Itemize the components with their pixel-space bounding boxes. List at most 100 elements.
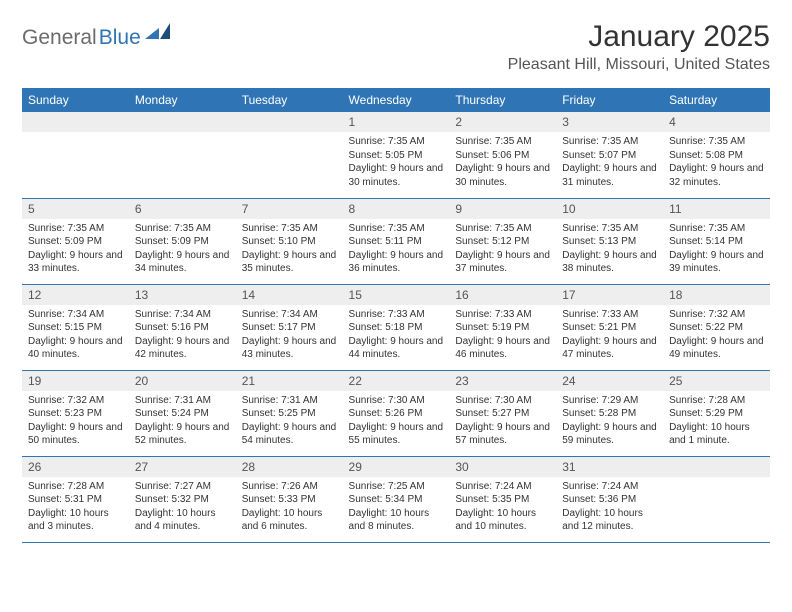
day-details: Sunrise: 7:25 AMSunset: 5:34 PMDaylight:… — [343, 477, 450, 538]
sunrise-line: Sunrise: 7:24 AM — [562, 480, 657, 494]
sunset-line: Sunset: 5:18 PM — [349, 321, 444, 335]
sunset-line: Sunset: 5:12 PM — [455, 235, 550, 249]
day-cell: 21Sunrise: 7:31 AMSunset: 5:25 PMDayligh… — [236, 370, 343, 456]
day-number: 15 — [343, 285, 450, 305]
day-number: 20 — [129, 371, 236, 391]
location: Pleasant Hill, Missouri, United States — [508, 56, 770, 74]
sunrise-line: Sunrise: 7:27 AM — [135, 480, 230, 494]
day-cell: 5Sunrise: 7:35 AMSunset: 5:09 PMDaylight… — [22, 198, 129, 284]
daylight-line: Daylight: 9 hours and 55 minutes. — [349, 421, 444, 448]
day-number: 9 — [449, 199, 556, 219]
day-number: 28 — [236, 457, 343, 477]
empty-day-header — [22, 112, 129, 132]
month-title: January 2025 — [508, 20, 770, 54]
daylight-line: Daylight: 9 hours and 30 minutes. — [349, 162, 444, 189]
daylight-line: Daylight: 9 hours and 52 minutes. — [135, 421, 230, 448]
sunrise-line: Sunrise: 7:34 AM — [135, 308, 230, 322]
sunrise-line: Sunrise: 7:30 AM — [349, 394, 444, 408]
day-header-thu: Thursday — [449, 88, 556, 112]
logo: GeneralBlue — [22, 26, 171, 50]
day-number: 5 — [22, 199, 129, 219]
day-number: 4 — [663, 112, 770, 132]
daylight-line: Daylight: 9 hours and 34 minutes. — [135, 249, 230, 276]
daylight-line: Daylight: 9 hours and 30 minutes. — [455, 162, 550, 189]
sunset-line: Sunset: 5:29 PM — [669, 407, 764, 421]
daylight-line: Daylight: 10 hours and 12 minutes. — [562, 507, 657, 534]
sunset-line: Sunset: 5:11 PM — [349, 235, 444, 249]
day-cell — [663, 456, 770, 542]
sunset-line: Sunset: 5:05 PM — [349, 149, 444, 163]
sunrise-line: Sunrise: 7:35 AM — [349, 135, 444, 149]
day-number: 3 — [556, 112, 663, 132]
sunset-line: Sunset: 5:17 PM — [242, 321, 337, 335]
day-cell: 10Sunrise: 7:35 AMSunset: 5:13 PMDayligh… — [556, 198, 663, 284]
sunrise-line: Sunrise: 7:35 AM — [349, 222, 444, 236]
sunrise-line: Sunrise: 7:30 AM — [455, 394, 550, 408]
daylight-line: Daylight: 9 hours and 37 minutes. — [455, 249, 550, 276]
day-number: 24 — [556, 371, 663, 391]
day-cell: 13Sunrise: 7:34 AMSunset: 5:16 PMDayligh… — [129, 284, 236, 370]
sunset-line: Sunset: 5:09 PM — [135, 235, 230, 249]
sunset-line: Sunset: 5:08 PM — [669, 149, 764, 163]
sunset-line: Sunset: 5:10 PM — [242, 235, 337, 249]
day-details: Sunrise: 7:35 AMSunset: 5:07 PMDaylight:… — [556, 132, 663, 193]
day-header-fri: Friday — [556, 88, 663, 112]
daylight-line: Daylight: 10 hours and 10 minutes. — [455, 507, 550, 534]
daylight-line: Daylight: 9 hours and 32 minutes. — [669, 162, 764, 189]
day-details: Sunrise: 7:35 AMSunset: 5:05 PMDaylight:… — [343, 132, 450, 193]
sunrise-line: Sunrise: 7:33 AM — [562, 308, 657, 322]
week-row: 26Sunrise: 7:28 AMSunset: 5:31 PMDayligh… — [22, 456, 770, 542]
sunrise-line: Sunrise: 7:28 AM — [28, 480, 123, 494]
sunrise-line: Sunrise: 7:35 AM — [242, 222, 337, 236]
sunset-line: Sunset: 5:25 PM — [242, 407, 337, 421]
day-cell: 1Sunrise: 7:35 AMSunset: 5:05 PMDaylight… — [343, 112, 450, 198]
day-details: Sunrise: 7:35 AMSunset: 5:06 PMDaylight:… — [449, 132, 556, 193]
day-cell: 2Sunrise: 7:35 AMSunset: 5:06 PMDaylight… — [449, 112, 556, 198]
sunrise-line: Sunrise: 7:31 AM — [242, 394, 337, 408]
day-cell: 16Sunrise: 7:33 AMSunset: 5:19 PMDayligh… — [449, 284, 556, 370]
sunrise-line: Sunrise: 7:34 AM — [28, 308, 123, 322]
day-number: 2 — [449, 112, 556, 132]
day-details: Sunrise: 7:35 AMSunset: 5:14 PMDaylight:… — [663, 219, 770, 280]
day-cell: 25Sunrise: 7:28 AMSunset: 5:29 PMDayligh… — [663, 370, 770, 456]
logo-icon — [145, 22, 171, 45]
day-cell: 7Sunrise: 7:35 AMSunset: 5:10 PMDaylight… — [236, 198, 343, 284]
sunset-line: Sunset: 5:07 PM — [562, 149, 657, 163]
day-details: Sunrise: 7:35 AMSunset: 5:11 PMDaylight:… — [343, 219, 450, 280]
sunset-line: Sunset: 5:34 PM — [349, 493, 444, 507]
sunrise-line: Sunrise: 7:35 AM — [562, 222, 657, 236]
day-header-row: Sunday Monday Tuesday Wednesday Thursday… — [22, 88, 770, 112]
daylight-line: Daylight: 9 hours and 59 minutes. — [562, 421, 657, 448]
day-header-tue: Tuesday — [236, 88, 343, 112]
day-details: Sunrise: 7:33 AMSunset: 5:19 PMDaylight:… — [449, 305, 556, 366]
daylight-line: Daylight: 9 hours and 38 minutes. — [562, 249, 657, 276]
day-details: Sunrise: 7:29 AMSunset: 5:28 PMDaylight:… — [556, 391, 663, 452]
week-row: 12Sunrise: 7:34 AMSunset: 5:15 PMDayligh… — [22, 284, 770, 370]
logo-text-general: General — [22, 26, 97, 50]
day-number: 18 — [663, 285, 770, 305]
sunrise-line: Sunrise: 7:32 AM — [28, 394, 123, 408]
day-cell: 6Sunrise: 7:35 AMSunset: 5:09 PMDaylight… — [129, 198, 236, 284]
daylight-line: Daylight: 9 hours and 33 minutes. — [28, 249, 123, 276]
day-number: 11 — [663, 199, 770, 219]
sunrise-line: Sunrise: 7:35 AM — [135, 222, 230, 236]
day-cell: 14Sunrise: 7:34 AMSunset: 5:17 PMDayligh… — [236, 284, 343, 370]
daylight-line: Daylight: 9 hours and 31 minutes. — [562, 162, 657, 189]
sunset-line: Sunset: 5:35 PM — [455, 493, 550, 507]
day-details: Sunrise: 7:34 AMSunset: 5:16 PMDaylight:… — [129, 305, 236, 366]
sunrise-line: Sunrise: 7:33 AM — [349, 308, 444, 322]
day-details: Sunrise: 7:28 AMSunset: 5:29 PMDaylight:… — [663, 391, 770, 452]
calendar-table: Sunday Monday Tuesday Wednesday Thursday… — [22, 88, 770, 543]
calendar-page: GeneralBlue January 2025 Pleasant Hill, … — [0, 0, 792, 553]
daylight-line: Daylight: 10 hours and 4 minutes. — [135, 507, 230, 534]
sunrise-line: Sunrise: 7:35 AM — [562, 135, 657, 149]
sunrise-line: Sunrise: 7:35 AM — [669, 135, 764, 149]
daylight-line: Daylight: 10 hours and 3 minutes. — [28, 507, 123, 534]
day-details: Sunrise: 7:28 AMSunset: 5:31 PMDaylight:… — [22, 477, 129, 538]
sunset-line: Sunset: 5:24 PM — [135, 407, 230, 421]
day-cell: 11Sunrise: 7:35 AMSunset: 5:14 PMDayligh… — [663, 198, 770, 284]
day-details: Sunrise: 7:33 AMSunset: 5:18 PMDaylight:… — [343, 305, 450, 366]
sunrise-line: Sunrise: 7:25 AM — [349, 480, 444, 494]
day-cell: 22Sunrise: 7:30 AMSunset: 5:26 PMDayligh… — [343, 370, 450, 456]
day-cell: 30Sunrise: 7:24 AMSunset: 5:35 PMDayligh… — [449, 456, 556, 542]
